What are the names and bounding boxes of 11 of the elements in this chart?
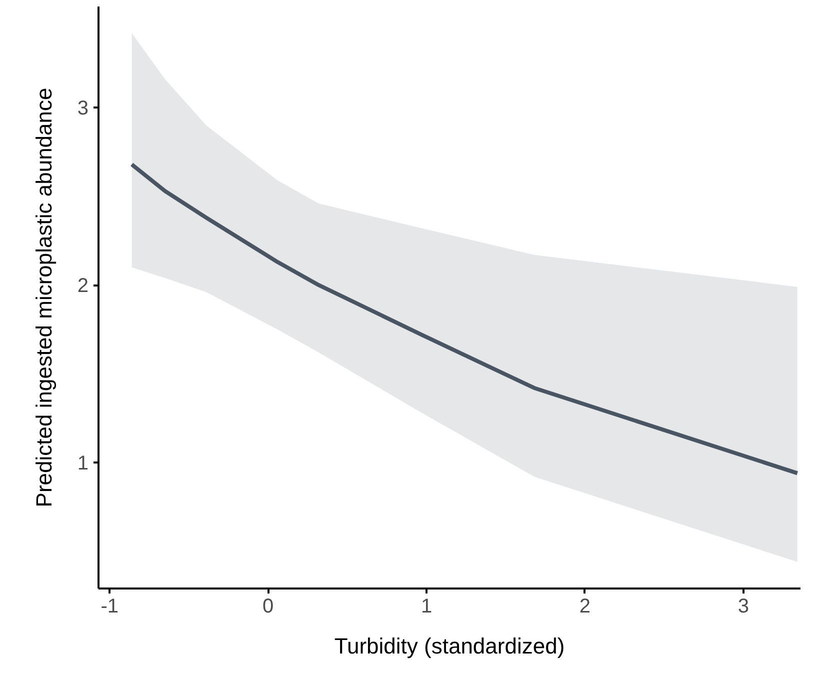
x-tick-label: 3 — [738, 596, 750, 618]
x-tick-label: -1 — [100, 596, 118, 618]
y-tick-label: 3 — [77, 98, 88, 120]
y-tick-label: 2 — [77, 275, 88, 298]
y-axis-title: Predicted ingested microplastic abundance — [31, 88, 56, 508]
x-tick-label: 0 — [262, 596, 274, 618]
x-tick-label: 2 — [579, 596, 591, 618]
x-tick-label: 1 — [420, 596, 432, 618]
y-tick-label: 1 — [77, 452, 88, 475]
x-axis-title: Turbidity (standardized) — [334, 634, 565, 658]
line-series — [130, 162, 800, 476]
